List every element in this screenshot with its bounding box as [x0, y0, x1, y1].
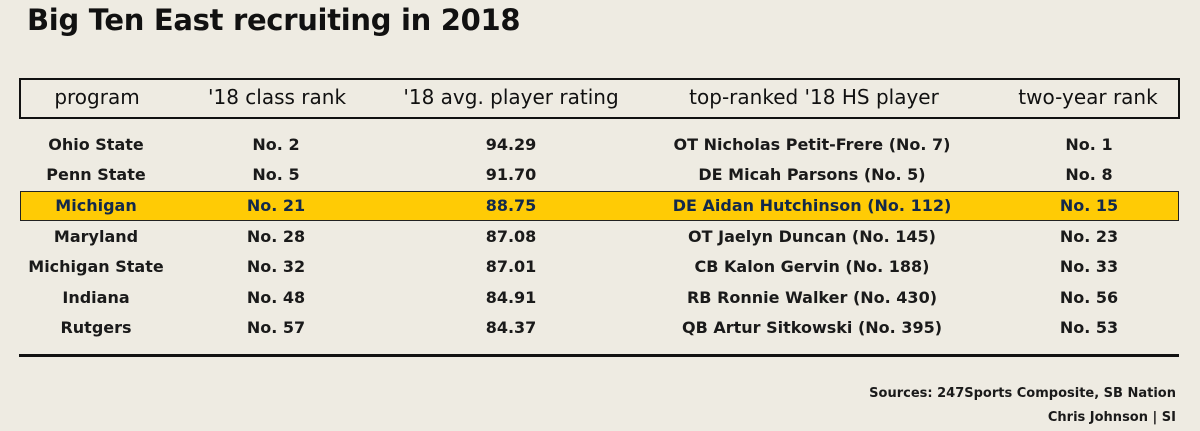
cell-class-rank: No. 32	[246, 257, 306, 276]
cell-avg-rating: 94.29	[485, 135, 537, 154]
cell-program: Michigan State	[28, 257, 164, 276]
cell-two-year-rank: No. 1	[1065, 135, 1113, 154]
cell-two-year-rank: No. 8	[1065, 165, 1113, 184]
table-row: Indiana No. 48 84.91 RB Ronnie Walker (N…	[0, 283, 1200, 313]
cell-two-year-rank: No. 53	[1059, 318, 1119, 337]
cell-program: Michigan	[55, 196, 137, 215]
column-header-top-player: top-ranked '18 HS player	[689, 85, 939, 109]
cell-top-player: OT Jaelyn Duncan (No. 145)	[688, 227, 936, 246]
cell-two-year-rank: No. 33	[1059, 257, 1119, 276]
cell-top-player: DE Aidan Hutchinson (No. 112)	[672, 196, 952, 215]
table-row: Maryland No. 28 87.08 OT Jaelyn Duncan (…	[0, 222, 1200, 252]
cell-top-player: OT Nicholas Petit-Frere (No. 7)	[673, 135, 951, 154]
credit-note: Chris Johnson | SI	[1047, 410, 1176, 425]
column-header-two-year-rank: two-year rank	[1018, 85, 1158, 109]
bottom-rule	[19, 354, 1179, 357]
cell-class-rank: No. 28	[246, 227, 306, 246]
cell-class-rank: No. 48	[246, 288, 306, 307]
table-row: Rutgers No. 57 84.37 QB Artur Sitkowski …	[0, 313, 1200, 343]
column-header-program: program	[54, 85, 140, 109]
column-header-avg-rating: '18 avg. player rating	[403, 85, 619, 109]
cell-class-rank: No. 57	[246, 318, 306, 337]
cell-program: Maryland	[53, 227, 139, 246]
cell-class-rank: No. 21	[246, 196, 306, 215]
column-header-class-rank: '18 class rank	[207, 85, 347, 109]
cell-class-rank: No. 5	[252, 165, 300, 184]
chart-title: Big Ten East recruiting in 2018	[27, 3, 521, 37]
cell-avg-rating: 84.37	[485, 318, 537, 337]
cell-two-year-rank: No. 56	[1059, 288, 1119, 307]
table-row: Ohio State No. 2 94.29 OT Nicholas Petit…	[0, 130, 1200, 160]
cell-top-player: CB Kalon Gervin (No. 188)	[694, 257, 930, 276]
cell-program: Indiana	[62, 288, 130, 307]
sources-note: Sources: 247Sports Composite, SB Nation	[869, 386, 1176, 401]
cell-top-player: QB Artur Sitkowski (No. 395)	[681, 318, 943, 337]
table-row: Penn State No. 5 91.70 DE Micah Parsons …	[0, 160, 1200, 190]
cell-avg-rating: 88.75	[485, 196, 537, 215]
cell-top-player: RB Ronnie Walker (No. 430)	[686, 288, 938, 307]
highlight-band	[20, 191, 1179, 221]
cell-class-rank: No. 2	[252, 135, 300, 154]
table-row-highlighted: Michigan No. 21 88.75 DE Aidan Hutchinso…	[0, 191, 1200, 221]
cell-two-year-rank: No. 15	[1059, 196, 1119, 215]
table-row: Michigan State No. 32 87.01 CB Kalon Ger…	[0, 252, 1200, 282]
cell-avg-rating: 84.91	[485, 288, 537, 307]
cell-avg-rating: 87.08	[485, 227, 537, 246]
cell-avg-rating: 91.70	[485, 165, 537, 184]
cell-avg-rating: 87.01	[485, 257, 537, 276]
cell-top-player: DE Micah Parsons (No. 5)	[698, 165, 926, 184]
cell-two-year-rank: No. 23	[1059, 227, 1119, 246]
cell-program: Penn State	[46, 165, 146, 184]
cell-program: Ohio State	[48, 135, 144, 154]
cell-program: Rutgers	[60, 318, 132, 337]
table-header: program '18 class rank '18 avg. player r…	[19, 78, 1180, 119]
